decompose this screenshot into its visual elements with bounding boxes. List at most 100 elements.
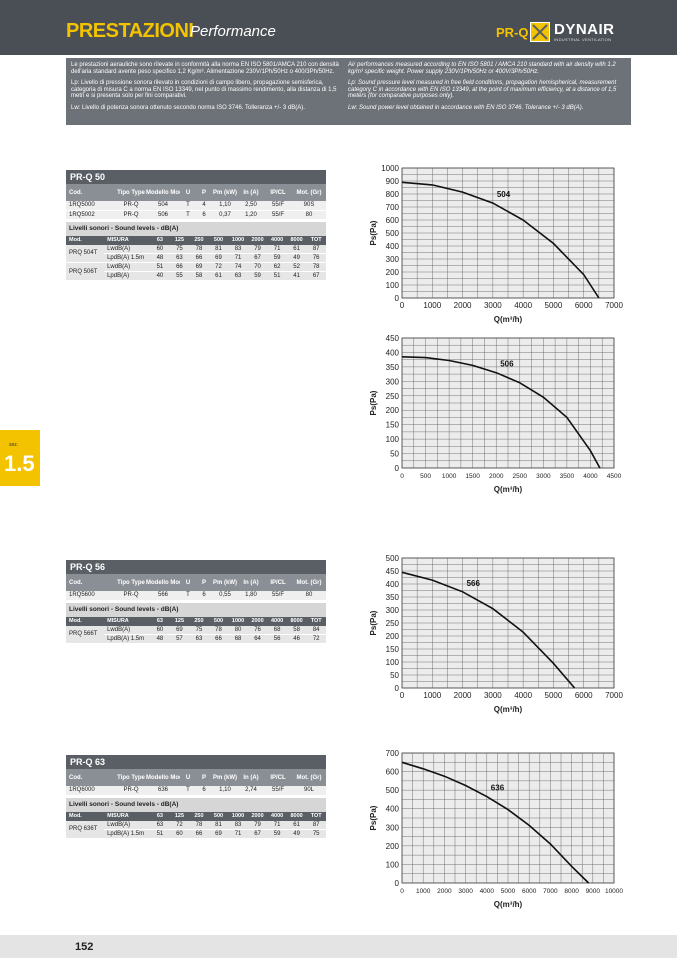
sound-cell: 63	[169, 253, 190, 263]
sound-col-header: TOT	[306, 811, 326, 821]
y-tick-label: 0	[395, 294, 400, 303]
x-tick-label: 2500	[513, 473, 528, 480]
sound-cell: 75	[189, 625, 209, 635]
table-row: 1RQ5002 PR-Q 506 T 6 0,37 1,20 55/F 80	[66, 210, 326, 220]
model-cell: 1,10	[212, 786, 238, 796]
curve-504	[401, 181, 600, 299]
model-cell: 506	[146, 210, 180, 220]
x-tick-label: 9000	[586, 888, 601, 895]
model-cell: 504	[146, 201, 180, 211]
y-tick-label: 100	[386, 281, 400, 290]
brand-logo: DYNAIR INDUSTRIAL VENTILATION	[530, 21, 620, 44]
model-cell: T	[180, 786, 196, 796]
sound-cell: 46	[286, 634, 307, 644]
x-tick-label: 0	[400, 301, 405, 310]
sound-col-header: 8000	[286, 235, 307, 245]
sound-col-header: TOT	[306, 616, 326, 626]
x-tick-label: 1000	[423, 691, 441, 700]
sound-cell: LpdB(A)	[104, 271, 151, 281]
table-row: 1RQ5600 PR-Q 566 T 6 0,55 1,80 55/F 80	[66, 591, 326, 601]
sound-cell: 61	[286, 820, 307, 830]
model-col-header: Modello Model	[146, 184, 180, 201]
sound-col-header: 500	[208, 811, 229, 821]
sound-table: Mod. MISURA 63 125 250 500 1000 2000 4000 8000 TOT…	[66, 811, 326, 839]
x-tick-label: 6000	[522, 888, 537, 895]
model-col-header: Pm (kW)	[212, 769, 238, 786]
sound-cell: 75	[169, 244, 190, 254]
sound-cell: LwdB(A)	[104, 262, 151, 272]
model-cell: 1RQ5002	[66, 210, 116, 220]
y-tick-label: 500	[386, 554, 400, 563]
intro-en-2: Lp: Sound pressure level measured in fre…	[348, 80, 617, 100]
model-col-header: Tipo Type	[116, 574, 146, 591]
y-tick-label: 100	[386, 658, 400, 667]
sound-col-header: 2000	[247, 811, 268, 821]
y-tick-label: 400	[386, 805, 400, 814]
model-cell: 0,55	[212, 591, 238, 601]
sound-cell: 69	[208, 253, 229, 263]
x-tick-label: 4000	[514, 301, 532, 310]
series-label: 504	[497, 190, 511, 199]
y-tick-label: 200	[386, 268, 400, 277]
sound-cell: 71	[267, 820, 287, 830]
model-col-header: Modello Model	[146, 769, 180, 786]
x-tick-label: 4000	[480, 888, 495, 895]
sound-cell: LwdB(A)	[104, 820, 151, 830]
model-cell: 6	[196, 210, 212, 220]
model-cell: 90S	[292, 201, 326, 211]
y-tick-label: 500	[386, 229, 400, 238]
sound-cell: 51	[267, 271, 287, 281]
sound-cell: 72	[208, 262, 229, 272]
y-tick-label: 400	[386, 348, 400, 357]
sound-cell: 63	[228, 271, 248, 281]
model-cell: 90L	[292, 786, 326, 796]
sound-cell: 40	[150, 271, 170, 281]
x-tick-label: 1000	[416, 888, 431, 895]
header-bar: PRESTAZIONI Performance PR-Q DYNAIR INDU…	[0, 0, 677, 55]
model-col-header: Mot. (Gr)	[292, 184, 326, 201]
model-cell: 55/F	[264, 591, 292, 601]
y-tick-label: 300	[386, 255, 400, 264]
sound-cell: 58	[189, 271, 209, 281]
model-cell: PR-Q	[116, 786, 146, 796]
sound-col-header: 63	[150, 616, 170, 626]
x-tick-label: 500	[420, 473, 431, 480]
intro-band: Le prestazioni aerauliche sono rilevate …	[66, 58, 631, 125]
y-axis-label: Ps(Pa)	[369, 220, 378, 245]
model-cell: 6	[196, 591, 212, 601]
intro-it-1: Le prestazioni aerauliche sono rilevate …	[71, 62, 339, 75]
y-tick-label: 100	[386, 435, 400, 444]
model-cell: 1,80	[238, 591, 264, 601]
sound-cell: 48	[150, 253, 170, 263]
y-tick-label: 300	[386, 606, 400, 615]
sound-cell: LwdB(A)	[104, 244, 151, 254]
y-tick-label: 250	[386, 392, 400, 401]
model-cell: 55/F	[264, 210, 292, 220]
sound-cell: 69	[189, 262, 209, 272]
sound-cell: 79	[247, 820, 268, 830]
x-tick-label: 2000	[454, 301, 472, 310]
model-col-header: Cod.	[66, 574, 116, 591]
x-tick-label: 2000	[489, 473, 504, 480]
sound-cell: 51	[150, 829, 170, 839]
y-tick-label: 700	[386, 203, 400, 212]
sound-cell: LpdB(A) 1.5m	[104, 634, 151, 644]
model-cell: T	[180, 201, 196, 211]
model-cell: 1,20	[238, 210, 264, 220]
sound-col-header: 250	[189, 616, 209, 626]
model-cell: 80	[292, 210, 326, 220]
sound-model: PRQ 504T	[66, 244, 105, 263]
series-label: 506	[500, 360, 514, 369]
model-col-header: P	[196, 769, 212, 786]
sound-col-header: 125	[169, 235, 190, 245]
sound-col-header: 125	[169, 811, 190, 821]
y-tick-label: 350	[386, 593, 400, 602]
y-tick-label: 150	[386, 645, 400, 654]
x-axis-label: Q(m³/h)	[494, 485, 523, 494]
product-title: PR-Q 63	[66, 755, 326, 769]
table-row: PRQ 506T LwdB(A) 51 66 69 72 74 70 62 52 78	[66, 262, 326, 281]
